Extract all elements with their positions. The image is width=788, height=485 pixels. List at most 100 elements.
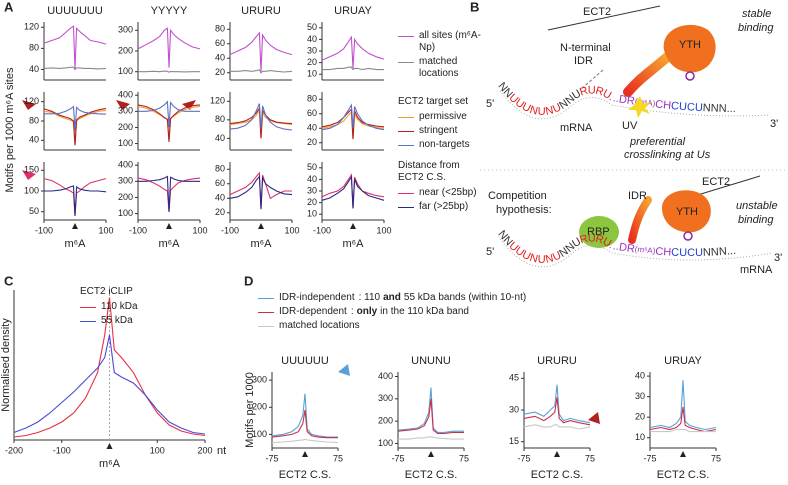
five-prime: 5' [486,246,494,258]
legend-label: IDR-dependent [279,306,347,317]
x-tick-label: -100 [313,225,331,235]
legend-title: ECT2 iCLIP [80,286,133,297]
series-line [397,398,464,435]
legend-swatch [258,312,274,313]
y-tick-label: 300 [378,393,393,403]
legend-label: far (>25bp) [419,201,469,212]
origin-arrow [302,451,308,457]
legend: IDR-independent: 110 and 55 kDa bands (wit… [258,292,529,334]
legend-label: stringent [419,125,458,136]
state-label: stable [742,8,771,20]
x-tick-label: 75 [585,453,595,463]
hypothesis: Competition [488,190,547,202]
panel-label: C [4,273,14,288]
legend-entry: permissive [398,111,493,123]
y-tick-label: 40 [307,174,317,184]
y-tick-label: 400 [118,90,133,100]
y-tick-label: 30 [307,185,317,195]
yth-shape [661,190,711,233]
seq-part: CH [655,246,672,259]
legend: ECT2 target set permissive stringent non-ta… [398,96,493,153]
y-tick-label: 80 [215,164,225,174]
legend-entry: far (>25bp) [398,201,493,213]
legend-label: IDR-independent [279,292,355,303]
x-label: m⁶A [342,238,364,250]
legend-title: ECT2 target set [398,96,469,107]
x-tick-label: -100 [221,225,239,235]
y-label: Motifs per 1000 [244,372,256,448]
legend: ECT2 iCLIP 110 kDa 55 kDa [80,286,175,329]
series-line [13,297,206,438]
protein-label: ECT2 [583,6,611,18]
legend-swatch [258,298,274,299]
y-tick-label: 80 [29,115,39,125]
annotation-arrow [588,412,600,424]
y-tick-label: 60 [215,178,225,188]
legend-note: : only in the 110 kDa band [351,306,472,318]
y-tick-label: 100 [378,438,393,448]
legend-entry: stringent [398,125,493,137]
y-tick-label: 150 [24,165,39,175]
origin-arrow [554,451,560,457]
y-tick-label: 40 [215,193,225,203]
y-tick-label: 10 [307,209,317,219]
series-line [43,66,107,71]
x-tick-label: 200 [197,445,212,455]
series-line [398,436,464,440]
diagram-top: ECT2 stable binding N-terminal IDR YTH N… [486,5,778,161]
y-tick-label: 80 [307,94,317,104]
legend-note-part: : 110 [358,292,381,303]
x-tick-label: -200 [5,445,23,455]
series-line [271,409,338,439]
annotation-arrow [22,100,36,110]
seq-part: (m⁶A) [634,97,656,109]
series-line [44,185,107,216]
rna-label: mRNA [560,122,593,134]
diagram-bottom: Competition hypothesis: ECT2 IDR RBP YTH… [486,175,782,276]
legend: all sites (m⁶A-Np) matched locations [398,30,493,82]
y-tick-label: 40 [215,53,225,63]
y-tick-label: 30 [307,45,317,55]
y-tick-label: 80 [215,24,225,34]
series-line [138,70,200,73]
yth-label: YTH [676,206,698,218]
legend-entry: IDR-dependent : only in the 110 kDa band [258,306,529,318]
x-tick-label: 100 [376,225,391,235]
note: preferential [629,136,686,148]
legend-label: all sites (m⁶A-Np) [419,30,481,53]
annotation-arrow [182,100,196,110]
three-prime: 3' [774,252,782,264]
annotation-arrow [22,170,36,180]
y-tick-label: 100 [24,185,39,195]
rbp-label: RBP [587,226,610,238]
y-label: Normalised density [0,318,12,412]
series-line [397,387,464,433]
y-tick-label: 100 [252,429,267,439]
legend-label: permissive [419,111,467,122]
origin-arrow [350,223,356,229]
series-line [230,69,293,74]
y-tick-label: 100 [118,66,133,76]
chart-title: UUUUUUU [47,5,103,17]
y-tick-label: 300 [252,375,267,385]
legend-entry: 110 kDa [80,301,175,313]
y-tick-label: 40 [635,370,645,380]
panel-label: A [4,0,14,14]
origin-arrow [428,451,434,457]
x-label: m⁶A [250,238,272,250]
y-tick-label: 80 [215,114,225,124]
y-tick-label: 300 [118,25,133,35]
series-line [322,66,384,71]
legend-swatch [398,36,414,37]
x-tick-label: 75 [459,453,469,463]
y-label: Motifs per 1000 m⁶A sites [4,67,16,192]
y-tick-label: 40 [307,34,317,44]
legend-title: Distance from ECT2 C.S. [398,160,460,183]
x-tick-label: -100 [53,445,71,455]
series-line [229,103,293,131]
y-tick-label: 400 [378,371,393,381]
y-tick-label: 400 [118,160,133,170]
uv-burst [628,96,651,118]
x-tick-label: -75 [391,453,404,463]
